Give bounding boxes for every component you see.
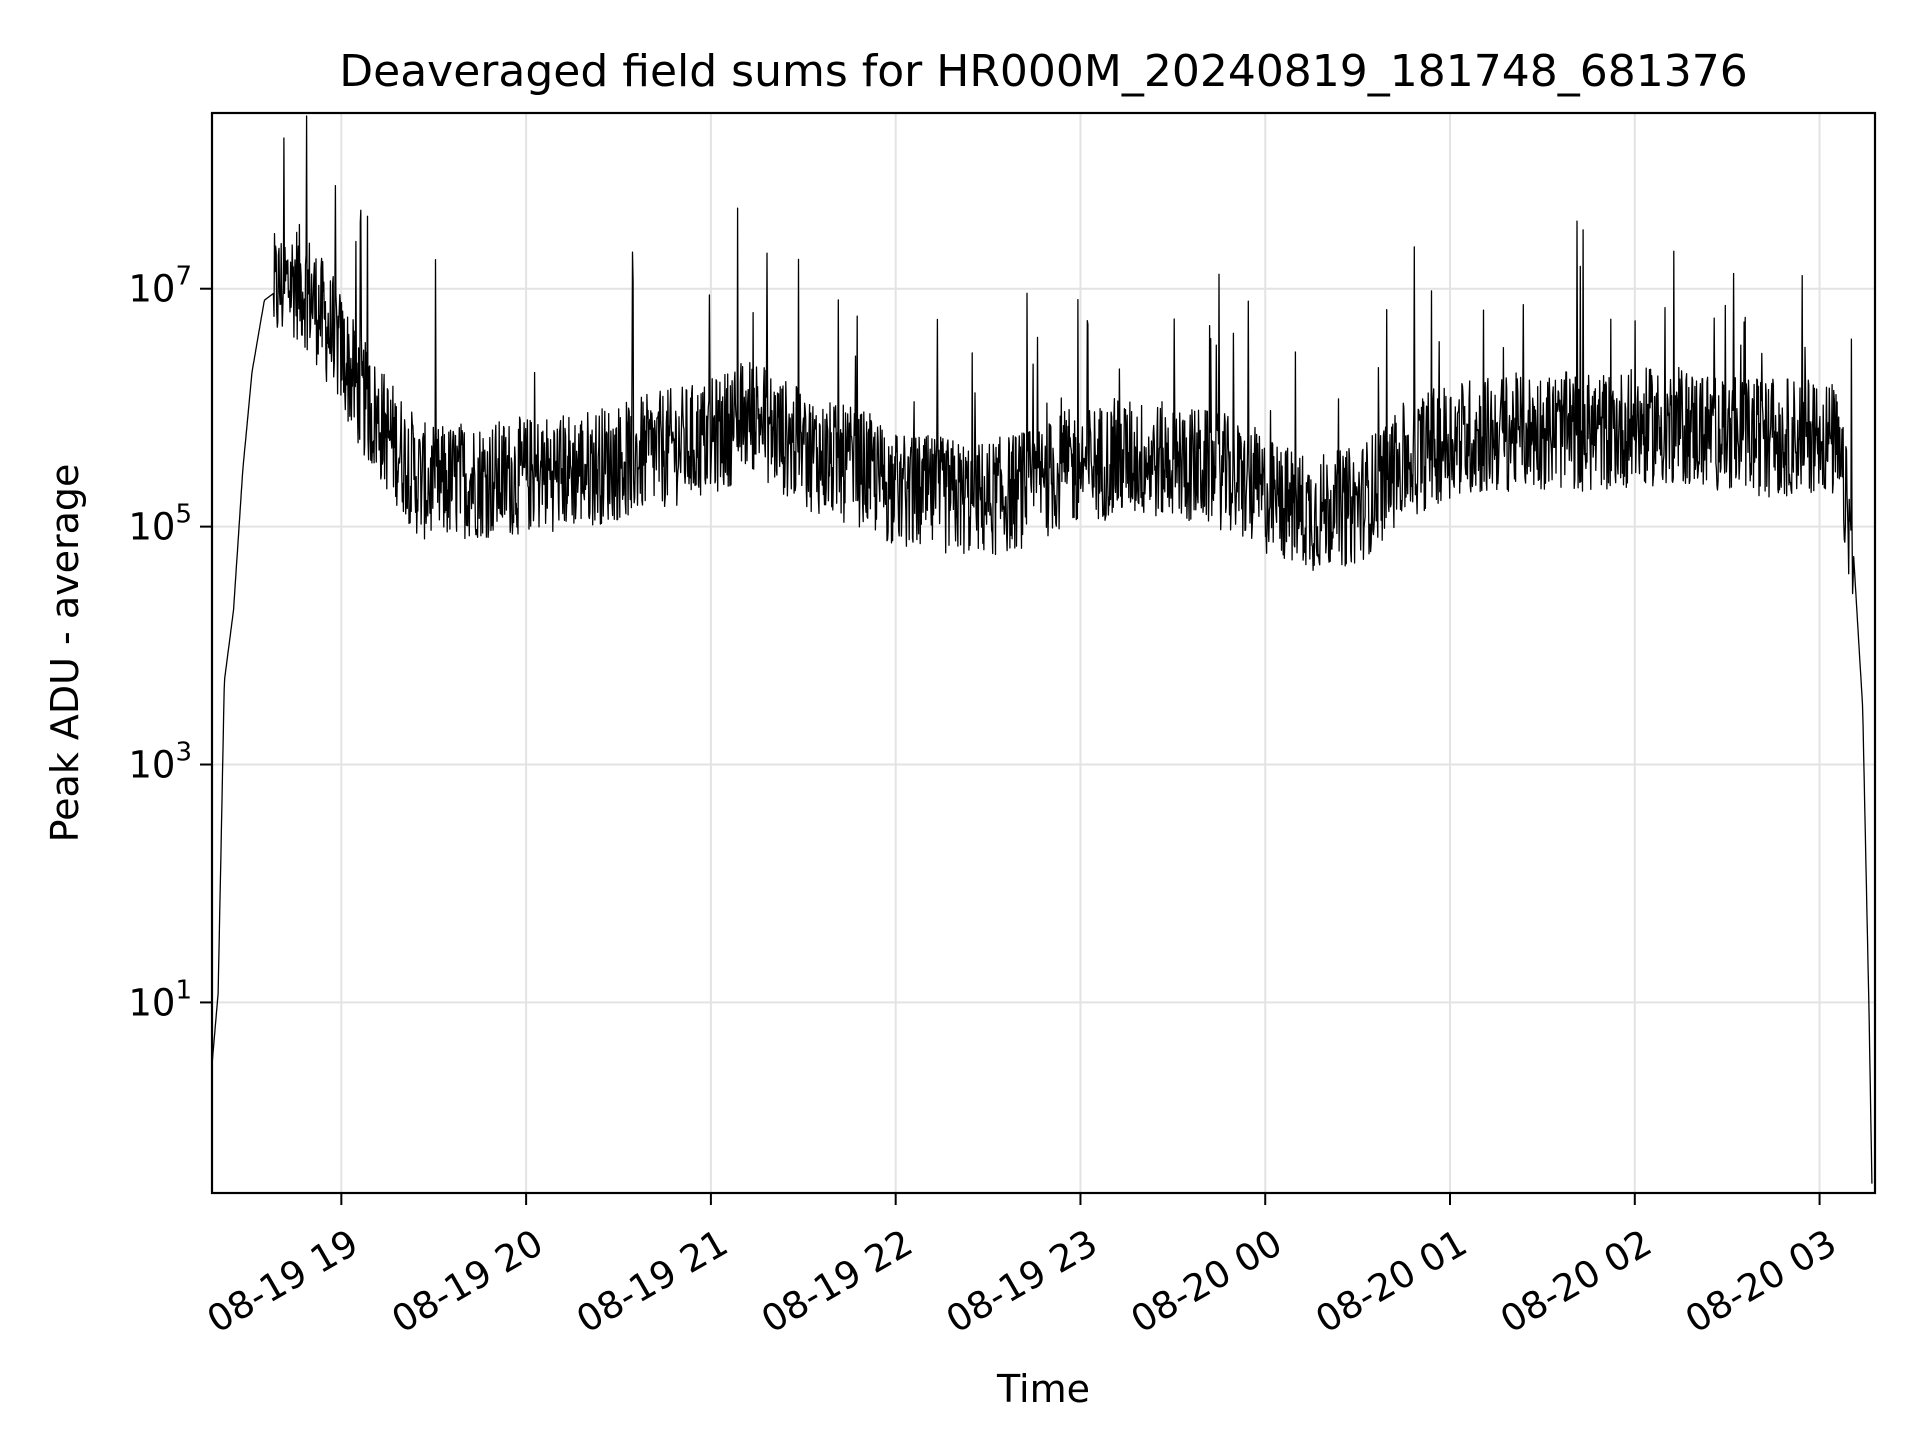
- y-tick-label: 101: [128, 975, 192, 1024]
- grid: [212, 113, 1875, 1193]
- chart-title: Deaveraged field sums for HR000M_2024081…: [339, 46, 1747, 97]
- y-tick-label: 105: [128, 500, 192, 549]
- series-line: [211, 115, 1873, 1184]
- x-axis-label: Time: [996, 1367, 1090, 1411]
- y-axis-label: Peak ADU - average: [43, 464, 87, 843]
- y-tick-label: 103: [128, 738, 192, 787]
- plot-frame: [210, 111, 1877, 1195]
- y-tick-label: 107: [128, 262, 192, 311]
- series-layer: [211, 115, 1873, 1184]
